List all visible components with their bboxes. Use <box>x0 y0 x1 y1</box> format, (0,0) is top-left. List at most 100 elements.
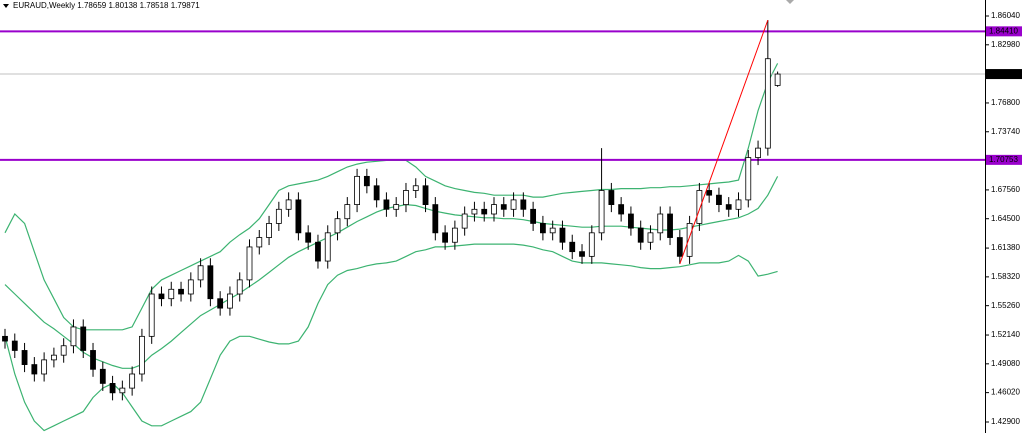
candle-body <box>119 387 126 394</box>
candle-body <box>31 364 38 375</box>
candle-body <box>735 199 742 210</box>
y-tick-label: 1.76800 <box>991 98 1020 107</box>
candle-body <box>227 293 233 309</box>
candle-body <box>676 237 683 257</box>
candle-body <box>344 204 351 220</box>
y-tick-label: 1.52140 <box>991 330 1020 339</box>
band-middle <box>4 176 779 369</box>
candle-body <box>725 204 732 210</box>
candle-body <box>148 293 155 337</box>
candle-body <box>755 147 761 158</box>
candle-body <box>187 279 194 295</box>
candle-body <box>657 213 664 234</box>
candle-body <box>667 213 673 238</box>
candle-body <box>334 218 341 234</box>
candle-body <box>197 265 204 281</box>
candle-body <box>686 223 693 257</box>
candle-body <box>412 185 419 191</box>
shift-marker[interactable] <box>786 0 794 4</box>
candle-body <box>540 223 546 234</box>
y-tick-label: 1.73740 <box>991 127 1020 136</box>
y-tick-label: 1.46020 <box>991 388 1020 397</box>
candle-body <box>324 232 331 262</box>
candle-body <box>716 194 722 205</box>
level-label: 1.70753 <box>989 155 1018 164</box>
candle-body <box>168 288 175 300</box>
candle-body <box>598 190 605 234</box>
candle-body <box>628 213 634 229</box>
y-tick-label: 1.61380 <box>991 243 1020 252</box>
candle-body <box>275 208 282 224</box>
band-lower <box>4 243 778 432</box>
y-tick-label: 1.42900 <box>991 417 1020 426</box>
candle-body <box>461 213 468 229</box>
candle-body <box>393 204 400 210</box>
candle-body <box>637 227 644 243</box>
candle-body <box>139 335 145 375</box>
candle-body <box>2 335 8 342</box>
trend-line <box>679 19 769 265</box>
candle-body <box>618 204 625 215</box>
y-tick-label: 1.67560 <box>991 185 1020 194</box>
candle-body <box>481 208 488 215</box>
candle-body <box>207 265 214 300</box>
y-tick-label: 1.86040 <box>991 11 1020 20</box>
candle-body <box>354 175 360 205</box>
candle-body <box>383 199 390 210</box>
candle-body <box>158 293 165 300</box>
candle-body <box>579 251 585 257</box>
y-tick-label: 1.49080 <box>991 359 1020 368</box>
y-tick-label: 1.58320 <box>991 272 1020 281</box>
level-label: 1.84410 <box>989 26 1018 35</box>
price-label-box <box>986 69 1022 80</box>
candle-body <box>129 373 136 389</box>
candle-body <box>451 227 458 243</box>
candle-body <box>285 199 292 210</box>
candle-body <box>41 359 48 375</box>
candle-body <box>696 190 703 224</box>
candle-body <box>422 185 429 205</box>
candle-body <box>21 350 28 365</box>
candle-body <box>363 175 370 187</box>
candle-body <box>559 227 566 243</box>
candle-body <box>80 326 87 351</box>
candle-body <box>510 199 517 210</box>
candle-body <box>530 208 537 224</box>
chart-title: EURAUD,Weekly 1.78659 1.80138 1.78518 1.… <box>13 1 200 10</box>
candle-body <box>520 199 527 210</box>
candle-body <box>305 232 312 243</box>
level-label-box <box>986 154 1022 165</box>
candle-body <box>432 204 439 234</box>
candle-body <box>471 208 478 215</box>
candle-body <box>647 232 654 243</box>
menu-arrow[interactable] <box>3 4 9 8</box>
candle-body <box>295 199 302 234</box>
candle-body <box>491 204 497 215</box>
candle-body <box>403 190 409 205</box>
candle-body <box>706 190 713 196</box>
candle-body <box>246 246 253 281</box>
y-tick-label: 1.82980 <box>991 40 1020 49</box>
candle-body <box>266 223 272 238</box>
candle-body <box>217 298 224 309</box>
candle-body <box>256 237 263 248</box>
candle-body <box>500 204 507 210</box>
candle-body <box>569 241 576 253</box>
candle-body <box>178 288 184 295</box>
candle-body <box>442 232 449 243</box>
candle-body <box>70 326 77 347</box>
candle-body <box>99 368 106 384</box>
y-tick-label: 1.64500 <box>991 214 1020 223</box>
candle-body <box>315 241 321 262</box>
y-tick-label: 1.55260 <box>991 301 1020 310</box>
candle-body <box>51 354 57 361</box>
candle-body <box>764 58 771 149</box>
candle-body <box>373 185 380 201</box>
candle-body <box>90 350 96 370</box>
level-label-box <box>986 26 1022 37</box>
candle-body <box>549 227 556 234</box>
candle-body <box>588 232 595 257</box>
candle-body <box>236 279 243 295</box>
